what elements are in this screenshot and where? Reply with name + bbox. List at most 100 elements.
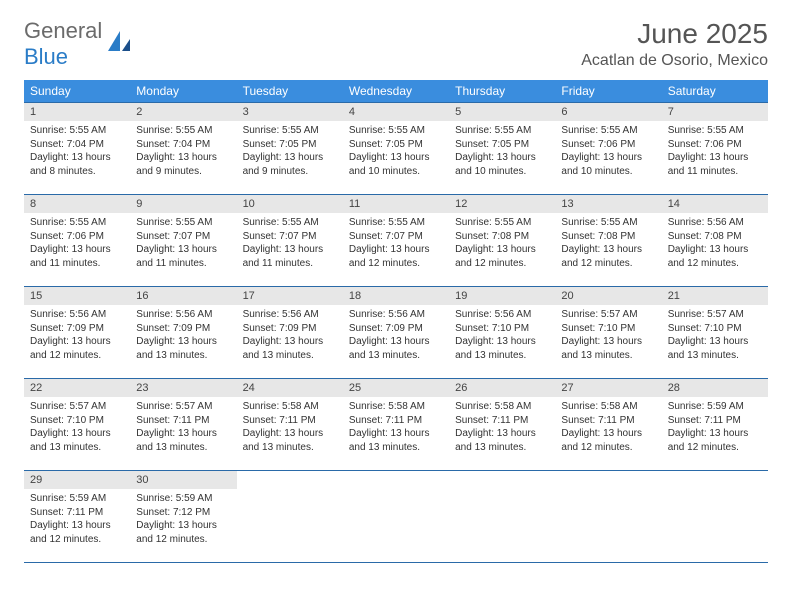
- daylight-line2: and 13 minutes.: [561, 349, 655, 363]
- day-body: Sunrise: 5:56 AMSunset: 7:08 PMDaylight:…: [662, 213, 768, 274]
- calendar-table: Sunday Monday Tuesday Wednesday Thursday…: [24, 80, 768, 563]
- daylight-line2: and 12 minutes.: [668, 257, 762, 271]
- sunrise-text: Sunrise: 5:56 AM: [668, 216, 762, 230]
- daylight-line1: Daylight: 13 hours: [561, 243, 655, 257]
- sunrise-text: Sunrise: 5:56 AM: [136, 308, 230, 322]
- day-number: 26: [449, 379, 555, 397]
- daylight-line1: Daylight: 13 hours: [136, 151, 230, 165]
- daylight-line1: Daylight: 13 hours: [668, 151, 762, 165]
- daylight-line2: and 13 minutes.: [136, 349, 230, 363]
- day-body: Sunrise: 5:57 AMSunset: 7:10 PMDaylight:…: [662, 305, 768, 366]
- sunrise-text: Sunrise: 5:55 AM: [136, 216, 230, 230]
- sunset-text: Sunset: 7:05 PM: [349, 138, 443, 152]
- day-body: Sunrise: 5:56 AMSunset: 7:10 PMDaylight:…: [449, 305, 555, 366]
- day-number: 24: [237, 379, 343, 397]
- day-header: Sunday: [24, 80, 130, 103]
- sunset-text: Sunset: 7:11 PM: [349, 414, 443, 428]
- daylight-line1: Daylight: 13 hours: [349, 243, 443, 257]
- daylight-line2: and 12 minutes.: [561, 257, 655, 271]
- day-cell: 16Sunrise: 5:56 AMSunset: 7:09 PMDayligh…: [130, 287, 236, 379]
- sunset-text: Sunset: 7:10 PM: [668, 322, 762, 336]
- day-number: 21: [662, 287, 768, 305]
- sunrise-text: Sunrise: 5:55 AM: [136, 124, 230, 138]
- sunset-text: Sunset: 7:08 PM: [561, 230, 655, 244]
- day-number: 29: [24, 471, 130, 489]
- day-number: 9: [130, 195, 236, 213]
- day-cell: 9Sunrise: 5:55 AMSunset: 7:07 PMDaylight…: [130, 195, 236, 287]
- daylight-line2: and 13 minutes.: [243, 349, 337, 363]
- daylight-line2: and 13 minutes.: [455, 349, 549, 363]
- empty-cell: [662, 471, 768, 563]
- daylight-line1: Daylight: 13 hours: [243, 243, 337, 257]
- day-cell: 8Sunrise: 5:55 AMSunset: 7:06 PMDaylight…: [24, 195, 130, 287]
- daylight-line2: and 13 minutes.: [349, 441, 443, 455]
- sunrise-text: Sunrise: 5:57 AM: [561, 308, 655, 322]
- daylight-line2: and 12 minutes.: [30, 349, 124, 363]
- daylight-line1: Daylight: 13 hours: [136, 243, 230, 257]
- sunrise-text: Sunrise: 5:57 AM: [30, 400, 124, 414]
- day-cell: 26Sunrise: 5:58 AMSunset: 7:11 PMDayligh…: [449, 379, 555, 471]
- sunset-text: Sunset: 7:04 PM: [30, 138, 124, 152]
- day-body: Sunrise: 5:55 AMSunset: 7:07 PMDaylight:…: [130, 213, 236, 274]
- day-number: 15: [24, 287, 130, 305]
- sunrise-text: Sunrise: 5:55 AM: [243, 124, 337, 138]
- day-number: 27: [555, 379, 661, 397]
- daylight-line1: Daylight: 13 hours: [349, 335, 443, 349]
- sunset-text: Sunset: 7:06 PM: [30, 230, 124, 244]
- day-body: Sunrise: 5:59 AMSunset: 7:11 PMDaylight:…: [24, 489, 130, 550]
- day-header: Tuesday: [237, 80, 343, 103]
- daylight-line1: Daylight: 13 hours: [30, 335, 124, 349]
- day-cell: 11Sunrise: 5:55 AMSunset: 7:07 PMDayligh…: [343, 195, 449, 287]
- day-body: Sunrise: 5:55 AMSunset: 7:05 PMDaylight:…: [449, 121, 555, 182]
- week-row: 15Sunrise: 5:56 AMSunset: 7:09 PMDayligh…: [24, 287, 768, 379]
- day-header: Monday: [130, 80, 236, 103]
- day-number: 4: [343, 103, 449, 121]
- sunrise-text: Sunrise: 5:55 AM: [30, 124, 124, 138]
- day-header: Thursday: [449, 80, 555, 103]
- day-cell: 17Sunrise: 5:56 AMSunset: 7:09 PMDayligh…: [237, 287, 343, 379]
- day-number: 8: [24, 195, 130, 213]
- daylight-line1: Daylight: 13 hours: [455, 335, 549, 349]
- sunrise-text: Sunrise: 5:56 AM: [455, 308, 549, 322]
- day-cell: 3Sunrise: 5:55 AMSunset: 7:05 PMDaylight…: [237, 103, 343, 195]
- day-number: 2: [130, 103, 236, 121]
- empty-cell: [343, 471, 449, 563]
- day-body: Sunrise: 5:55 AMSunset: 7:08 PMDaylight:…: [555, 213, 661, 274]
- sunrise-text: Sunrise: 5:55 AM: [455, 216, 549, 230]
- day-cell: 25Sunrise: 5:58 AMSunset: 7:11 PMDayligh…: [343, 379, 449, 471]
- daylight-line1: Daylight: 13 hours: [349, 151, 443, 165]
- empty-cell: [449, 471, 555, 563]
- daylight-line1: Daylight: 13 hours: [243, 427, 337, 441]
- day-cell: 15Sunrise: 5:56 AMSunset: 7:09 PMDayligh…: [24, 287, 130, 379]
- daylight-line1: Daylight: 13 hours: [136, 519, 230, 533]
- daylight-line2: and 8 minutes.: [30, 165, 124, 179]
- sunrise-text: Sunrise: 5:55 AM: [561, 124, 655, 138]
- sunrise-text: Sunrise: 5:57 AM: [668, 308, 762, 322]
- sunset-text: Sunset: 7:05 PM: [455, 138, 549, 152]
- day-number: 12: [449, 195, 555, 213]
- day-number: 3: [237, 103, 343, 121]
- sunset-text: Sunset: 7:04 PM: [136, 138, 230, 152]
- sunset-text: Sunset: 7:07 PM: [136, 230, 230, 244]
- day-body: Sunrise: 5:55 AMSunset: 7:04 PMDaylight:…: [24, 121, 130, 182]
- day-number: 7: [662, 103, 768, 121]
- day-cell: 24Sunrise: 5:58 AMSunset: 7:11 PMDayligh…: [237, 379, 343, 471]
- day-body: Sunrise: 5:55 AMSunset: 7:07 PMDaylight:…: [343, 213, 449, 274]
- sunset-text: Sunset: 7:11 PM: [561, 414, 655, 428]
- day-number: 1: [24, 103, 130, 121]
- day-cell: 19Sunrise: 5:56 AMSunset: 7:10 PMDayligh…: [449, 287, 555, 379]
- daylight-line2: and 11 minutes.: [30, 257, 124, 271]
- day-cell: 2 Sunrise: 5:55 AMSunset: 7:04 PMDaylight…: [130, 103, 236, 195]
- sunset-text: Sunset: 7:09 PM: [349, 322, 443, 336]
- sunset-text: Sunset: 7:11 PM: [668, 414, 762, 428]
- day-cell: 10Sunrise: 5:55 AMSunset: 7:07 PMDayligh…: [237, 195, 343, 287]
- daylight-line2: and 12 minutes.: [561, 441, 655, 455]
- daylight-line2: and 11 minutes.: [136, 257, 230, 271]
- sunset-text: Sunset: 7:05 PM: [243, 138, 337, 152]
- sunset-text: Sunset: 7:06 PM: [561, 138, 655, 152]
- week-row: 1Sunrise: 5:55 AMSunset: 7:04 PMDaylight…: [24, 103, 768, 195]
- day-body: Sunrise: 5:56 AMSunset: 7:09 PMDaylight:…: [237, 305, 343, 366]
- day-body: Sunrise: 5:55 AMSunset: 7:06 PMDaylight:…: [662, 121, 768, 182]
- sunset-text: Sunset: 7:09 PM: [30, 322, 124, 336]
- day-cell: 20Sunrise: 5:57 AMSunset: 7:10 PMDayligh…: [555, 287, 661, 379]
